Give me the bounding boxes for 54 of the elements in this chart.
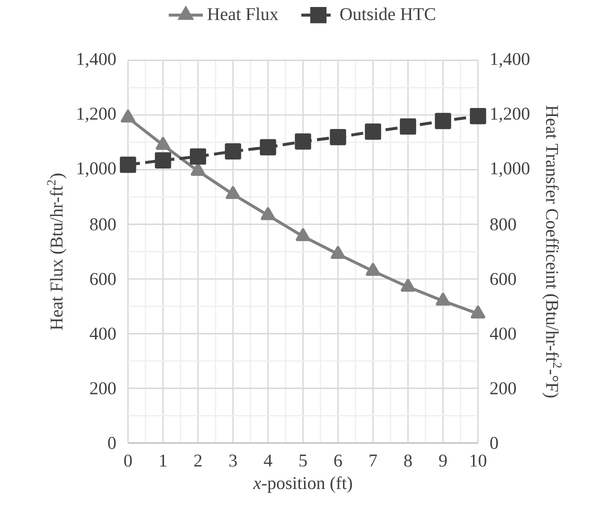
point	[120, 156, 136, 173]
y2-tick-label: 800	[490, 218, 516, 230]
x-tick-label: 1	[160, 454, 166, 466]
x-tick-label: 9	[439, 454, 447, 467]
point	[470, 306, 486, 319]
y2-tick-label: 200	[490, 382, 516, 394]
point	[434, 112, 452, 130]
y-tick-label: 200	[90, 382, 116, 394]
point	[190, 148, 206, 165]
point	[330, 128, 346, 146]
point	[364, 124, 382, 140]
y2-tick-label: 0	[490, 436, 498, 450]
y-tick-label: 1,000	[77, 162, 116, 178]
y2-tick-label: 1,000	[491, 162, 530, 178]
point	[330, 246, 346, 259]
y-tick-label: 400	[90, 328, 116, 340]
legend-label: Outside HTC	[340, 8, 436, 20]
x-tick-label: 3	[229, 454, 237, 467]
point	[436, 292, 450, 306]
point	[400, 278, 416, 292]
point	[260, 207, 276, 220]
y-tick-label: 600	[90, 272, 116, 286]
point	[296, 228, 310, 242]
y-tick-label: 800	[90, 218, 116, 230]
point	[400, 118, 416, 135]
x-tick-label: 2	[194, 454, 202, 467]
point	[224, 143, 242, 160]
y2-tick-label: 600	[490, 272, 516, 286]
point	[120, 110, 136, 123]
x-tick-label: 6	[334, 454, 342, 467]
point	[366, 262, 380, 276]
y-axis-title: Heat Flux (Btu/hr-ft$^{2}$)	[47, 174, 66, 330]
y2-tick-label: 400	[490, 328, 516, 340]
x-tick-label: 0	[124, 454, 132, 467]
point	[226, 186, 240, 200]
legend-label: Heat Flux	[208, 8, 278, 20]
point	[156, 136, 170, 150]
x-axis-title: x-position (ft)	[253, 476, 352, 493]
y-tick-label: 1,400	[77, 52, 116, 68]
y2-tick-label: 1,200	[491, 108, 530, 122]
x-tick-label: 7	[370, 454, 377, 466]
x-tick-label: 4	[264, 454, 272, 466]
point	[470, 108, 486, 124]
x-tick-label: 10	[470, 454, 486, 467]
point	[294, 133, 312, 150]
point	[154, 152, 172, 168]
y-tick-label: 1,200	[77, 108, 116, 122]
point	[260, 139, 276, 156]
x-tick-label: 5	[300, 454, 307, 467]
x-tick-label: 8	[404, 454, 412, 467]
point	[190, 162, 206, 176]
y-tick-label: 0	[108, 436, 116, 450]
y2-axis-title: Heat Transfer Coefficeint (Btu/hr-ft$^{2}$-°F)	[542, 106, 562, 398]
y2-tick-label: 1,400	[491, 52, 530, 68]
